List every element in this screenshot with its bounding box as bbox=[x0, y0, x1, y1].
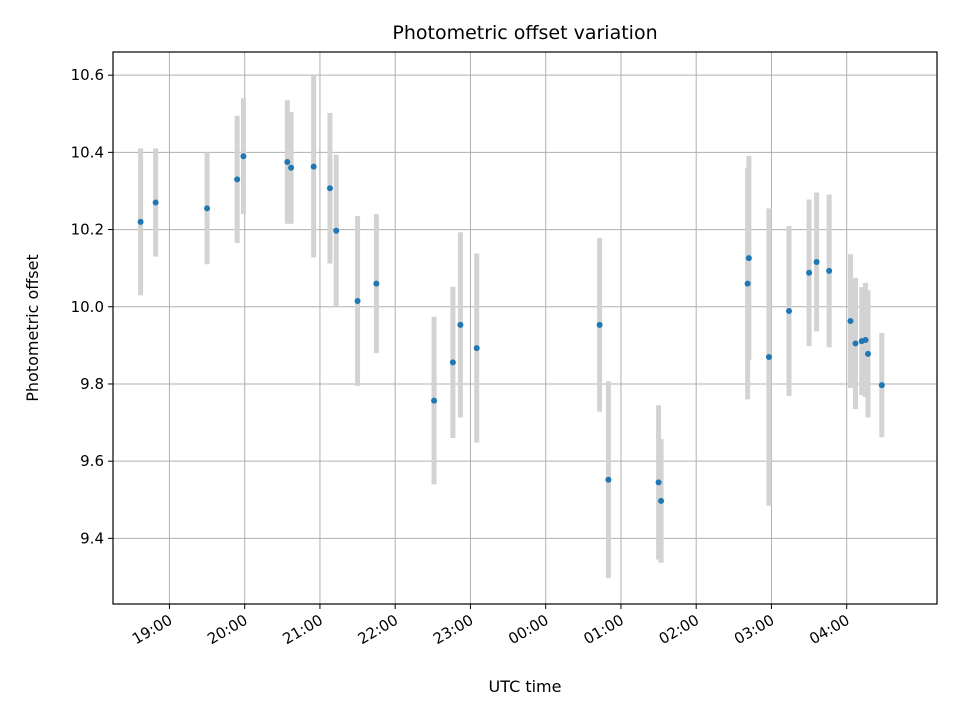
x-tick-label: 20:00 bbox=[204, 611, 250, 648]
data-points bbox=[137, 153, 885, 504]
y-tick-label: 10.0 bbox=[71, 298, 104, 316]
x-tick-label: 22:00 bbox=[355, 611, 401, 648]
x-tick-label: 21:00 bbox=[279, 611, 325, 648]
chart-title: Photometric offset variation bbox=[392, 22, 657, 44]
data-point bbox=[373, 280, 380, 287]
data-point bbox=[852, 340, 859, 347]
data-point bbox=[806, 269, 813, 276]
data-point bbox=[655, 479, 662, 486]
x-axis-ticks: 19:00 20:00 21:00 22:00 23:00 00:00 01:00 02:00… bbox=[129, 604, 853, 648]
x-axis-title: UTC time bbox=[489, 677, 562, 696]
data-point bbox=[457, 321, 464, 328]
plot-area bbox=[112, 51, 938, 605]
x-tick-label: 02:00 bbox=[656, 611, 702, 648]
x-tick-label: 01:00 bbox=[581, 611, 627, 648]
data-point bbox=[449, 359, 456, 366]
data-point bbox=[878, 382, 885, 389]
data-point bbox=[431, 397, 438, 404]
x-tick-label: 23:00 bbox=[430, 611, 476, 648]
data-point bbox=[240, 153, 247, 160]
y-axis-ticks: 9.4 9.6 9.8 10.0 10.2 10.4 10.6 bbox=[71, 66, 113, 547]
data-point bbox=[765, 353, 772, 360]
x-tick-label: 04:00 bbox=[806, 611, 852, 648]
data-point bbox=[847, 318, 854, 325]
data-point bbox=[473, 345, 480, 352]
error-bars bbox=[138, 75, 885, 579]
data-point bbox=[786, 308, 793, 315]
data-point bbox=[605, 476, 612, 483]
data-point bbox=[826, 267, 833, 274]
data-point bbox=[288, 164, 295, 171]
y-tick-label: 10.6 bbox=[71, 66, 104, 84]
data-point bbox=[865, 350, 872, 357]
x-tick-label: 19:00 bbox=[129, 611, 175, 648]
y-tick-label: 10.2 bbox=[71, 221, 104, 239]
y-tick-label: 9.8 bbox=[80, 375, 104, 393]
grid bbox=[113, 52, 937, 604]
data-point bbox=[234, 176, 241, 183]
data-point bbox=[310, 163, 317, 170]
data-point bbox=[204, 205, 211, 212]
y-tick-label: 9.6 bbox=[80, 452, 104, 470]
data-point bbox=[596, 321, 603, 328]
data-point bbox=[137, 218, 144, 225]
x-tick-label: 00:00 bbox=[505, 611, 551, 648]
x-tick-label: 03:00 bbox=[731, 611, 777, 648]
data-point bbox=[326, 185, 333, 192]
y-tick-label: 10.4 bbox=[71, 143, 104, 161]
data-point bbox=[658, 497, 665, 504]
data-point bbox=[744, 280, 751, 287]
y-axis-title: Photometric offset bbox=[23, 254, 42, 402]
data-point bbox=[284, 159, 291, 166]
data-point bbox=[862, 336, 869, 343]
data-point bbox=[813, 258, 820, 265]
y-tick-label: 9.4 bbox=[80, 529, 104, 547]
data-point bbox=[152, 199, 159, 206]
data-point bbox=[745, 255, 752, 262]
data-point bbox=[333, 227, 340, 234]
data-point bbox=[354, 297, 361, 304]
